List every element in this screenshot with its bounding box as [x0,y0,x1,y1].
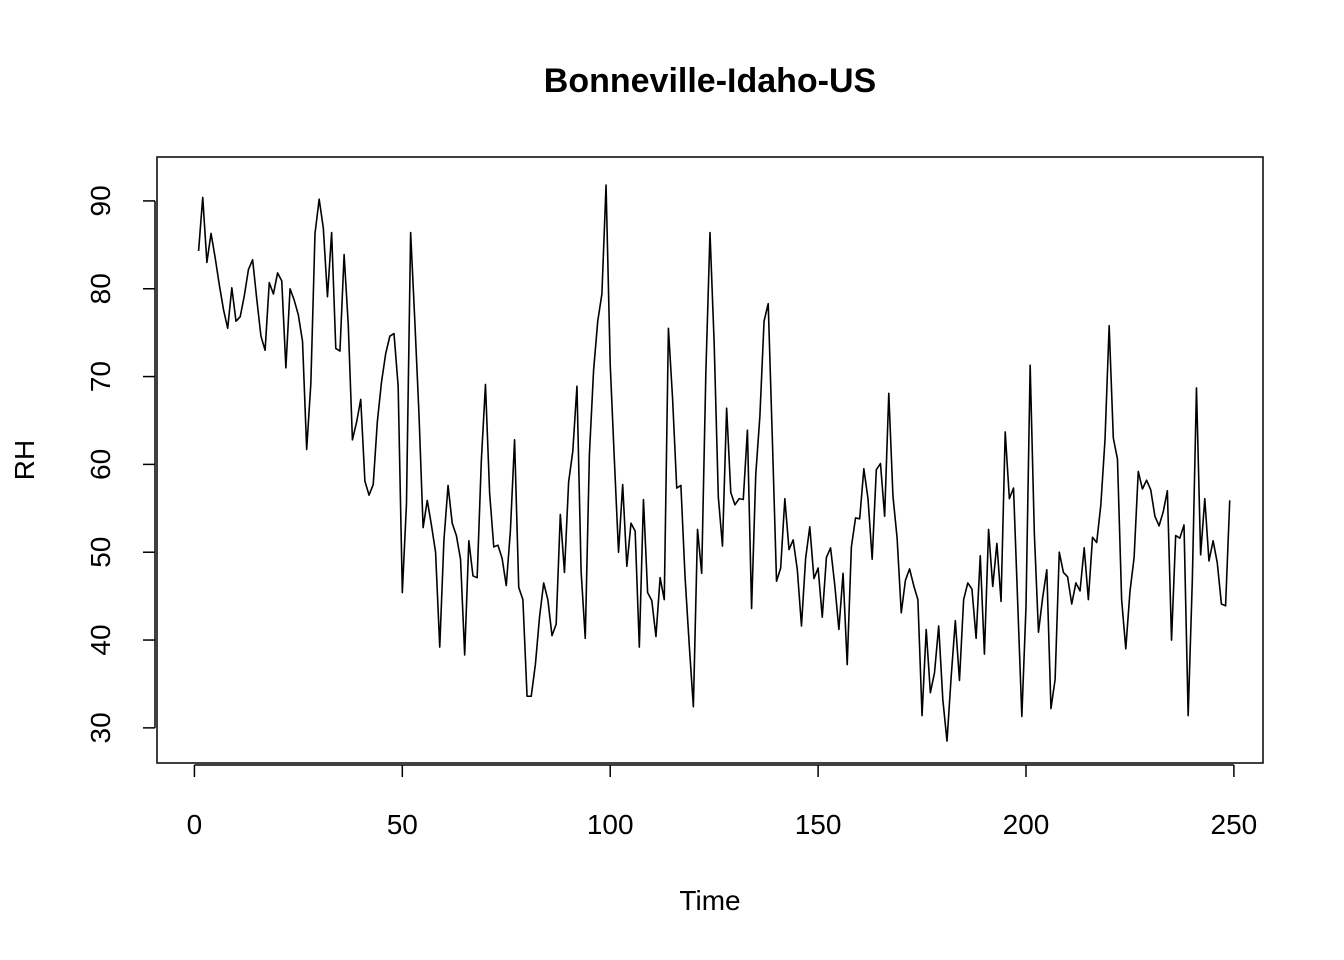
x-axis-label: Time [679,885,740,916]
x-tick-label: 200 [1003,809,1050,840]
y-tick-label: 30 [85,712,116,743]
x-tick-label: 100 [587,809,634,840]
y-tick-label: 80 [85,273,116,304]
y-axis: 30 40 50 60 70 80 90 [85,185,156,743]
chart-title: Bonneville-Idaho-US [544,62,876,100]
y-tick-label: 60 [85,449,116,480]
x-tick-label: 150 [795,809,842,840]
plot-area-frame [156,156,1264,764]
y-tick-label: 40 [85,624,116,655]
x-tick-label: 50 [387,809,418,840]
y-axis-label: RH [9,440,40,480]
y-tick-label: 50 [85,537,116,568]
y-tick-label: 90 [85,185,116,216]
y-tick-label: 70 [85,361,116,392]
x-tick-label: 0 [187,809,203,840]
x-tick-label: 250 [1211,809,1258,840]
x-axis: 0 50 100 150 200 250 [187,764,1258,840]
series-line-rh [197,184,1231,742]
